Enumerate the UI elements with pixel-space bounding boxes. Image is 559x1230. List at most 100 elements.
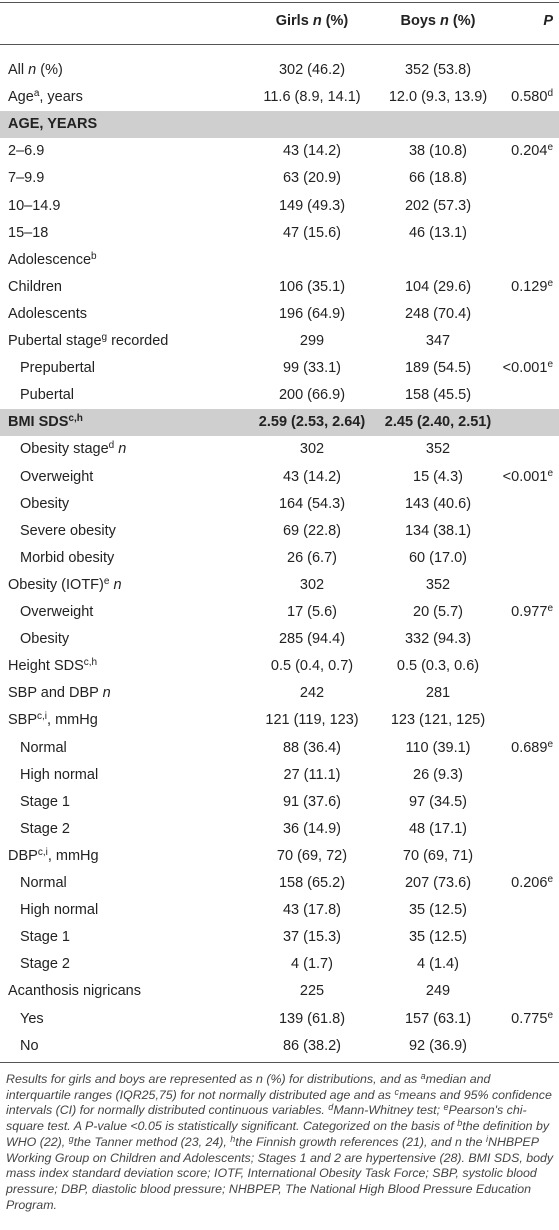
table-row: Overweight 43 (14.2) 15 (4.3) <0.001e [0, 464, 559, 491]
cell-boys: 281 [425, 685, 451, 702]
table-row: SBPc,i, mmHg 121 (119, 123) 123 (121, 125) [0, 707, 559, 734]
cell-girls: 196 (64.9) [278, 305, 346, 322]
text-run: Boys [400, 13, 441, 29]
superscript: i [486, 1133, 488, 1144]
text-run: Girls [275, 13, 313, 29]
text-run: means and 95% confidence intervals (CI) … [6, 1087, 552, 1118]
row-label: Pubertal [20, 387, 75, 404]
cell-boys: 332 (94.3) [404, 631, 472, 648]
row-label: Overweight [20, 604, 94, 620]
text-run: 0.977 [511, 604, 548, 620]
text-run: , years [39, 89, 83, 106]
text-run: recorded [107, 333, 169, 349]
cell-girls: 43 (17.8) [282, 902, 342, 919]
cell-girls: 2.59 (2.53, 2.64) [258, 414, 366, 431]
cell-boys: 249 [425, 983, 451, 1000]
text-run: DBP [8, 847, 38, 864]
superscript: e [547, 603, 553, 614]
text-run: 0.580 [511, 89, 548, 106]
superscript: e [547, 738, 553, 750]
cell-girls: 43 (14.2) [282, 468, 342, 485]
row-label: Pubertal stageg recorded [8, 328, 168, 355]
cell-p: 0.206e [511, 870, 553, 897]
row-label: Obesity (IOTF)e n [8, 572, 122, 599]
row-label: High normal [20, 902, 99, 919]
text-run: SBP [8, 712, 38, 729]
row-label: Yes [20, 1010, 44, 1027]
text-run: Results for girls and boys are represent… [6, 1072, 421, 1086]
text-run: Obesity (IOTF) [8, 576, 104, 593]
text-run: Age [8, 89, 34, 106]
cell-boys: 2.45 (2.40, 2.51) [384, 414, 492, 431]
text-run: (%) [36, 62, 63, 78]
cell-p: 0.204e [511, 138, 553, 165]
superscript: d [547, 88, 553, 100]
rule [0, 44, 559, 45]
table-row: Obesity staged n 302 352 [0, 436, 559, 463]
cell-girls: 91 (37.6) [282, 793, 342, 810]
row-label: Children [8, 278, 62, 295]
row-label: Acanthosis nigricans [8, 983, 141, 1000]
text-run: the Tanner method (23, 24), [73, 1134, 231, 1149]
table-row: Adolescents 196 (64.9) 248 (70.4) [0, 301, 559, 328]
table-row: Obesity 285 (94.4) 332 (94.3) [0, 626, 559, 653]
cell-boys: 352 [425, 441, 451, 458]
cell-girls: 37 (15.3) [282, 929, 342, 946]
text-run: NHBPEP Working Group on Children and Ado… [6, 1134, 554, 1212]
superscript: g [101, 332, 108, 343]
cell-boys: 248 (70.4) [404, 305, 472, 322]
cell-girls: 302 [299, 441, 325, 458]
text-run: SBP and DBP [8, 685, 103, 702]
table-row: No 86 (38.2) 92 (36.9) [0, 1033, 559, 1060]
cell-boys: 134 (38.1) [404, 522, 472, 539]
italic-run: n [102, 685, 111, 702]
cell-boys: 92 (36.9) [408, 1037, 468, 1054]
cell-girls: 149 (49.3) [278, 197, 346, 214]
table-row: Normal 88 (36.4) 110 (39.1) 0.689e [0, 735, 559, 762]
row-label: 10–14.9 [8, 197, 61, 214]
row-label: Stage 2 [20, 820, 70, 837]
superscript: e [547, 1009, 553, 1021]
table-row: Overweight 17 (5.6) 20 (5.7) 0.977e [0, 599, 559, 626]
table-row: Stage 1 37 (15.3) 35 (12.5) [0, 924, 559, 951]
table-row: Acanthosis nigricans 225 249 [0, 978, 559, 1005]
text-run: the Finnish growth references (21), and … [235, 1134, 486, 1149]
text-run: 0.204 [511, 143, 548, 160]
superscript: e [103, 575, 110, 587]
header-cell: Girls n (%) [250, 8, 374, 35]
table-row: Height SDSc,h 0.5 (0.4, 0.7) 0.5 (0.3, 0.6… [0, 653, 559, 680]
row-label: Normal [20, 875, 67, 891]
cell-boys: 15 (4.3) [413, 468, 463, 485]
text-run: <0.001 [502, 468, 548, 485]
cell-boys: 35 (12.5) [408, 929, 468, 946]
cell-girls: 200 (66.9) [278, 387, 346, 404]
text-run: Mann-Whitney test; [333, 1103, 444, 1118]
text-run: , mmHg [47, 712, 98, 729]
table-row: 2–6.9 43 (14.2) 38 (10.8) 0.204e [0, 138, 559, 165]
table-row: Agea, years 11.6 (8.9, 14.1) 12.0 (9.3, 13… [0, 84, 559, 111]
cell-girls: 43 (14.2) [282, 143, 342, 160]
superscript: d [108, 440, 115, 452]
table-row: Pubertal 200 (66.9) 158 (45.5) [0, 382, 559, 409]
cell-girls: 164 (54.3) [278, 495, 346, 512]
superscript: d [328, 1102, 334, 1113]
italic-run: n [113, 576, 122, 593]
row-label: Stage 1 [20, 929, 70, 946]
row-label: Stage 1 [20, 793, 70, 810]
superscript: e [547, 467, 553, 479]
superscript: g [68, 1133, 74, 1144]
table-row: Pubertal stageg recorded 299 347 [0, 328, 559, 355]
row-label: AGE, YEARS [8, 116, 98, 133]
text-run: 0.129 [511, 278, 548, 295]
table-row: Stage 2 36 (14.9) 48 (17.1) [0, 816, 559, 843]
cell-p: 0.977e [511, 599, 553, 626]
superscript: c [394, 1086, 399, 1097]
row-label: Obesity [20, 631, 70, 648]
superscript: e [547, 874, 553, 885]
row-label: Morbid obesity [20, 549, 115, 566]
table-row: Stage 1 91 (37.6) 97 (34.5) [0, 789, 559, 816]
section-row: AGE, YEARS [0, 111, 559, 139]
superscript: e [547, 142, 553, 154]
cell-boys: 158 (45.5) [404, 387, 472, 404]
